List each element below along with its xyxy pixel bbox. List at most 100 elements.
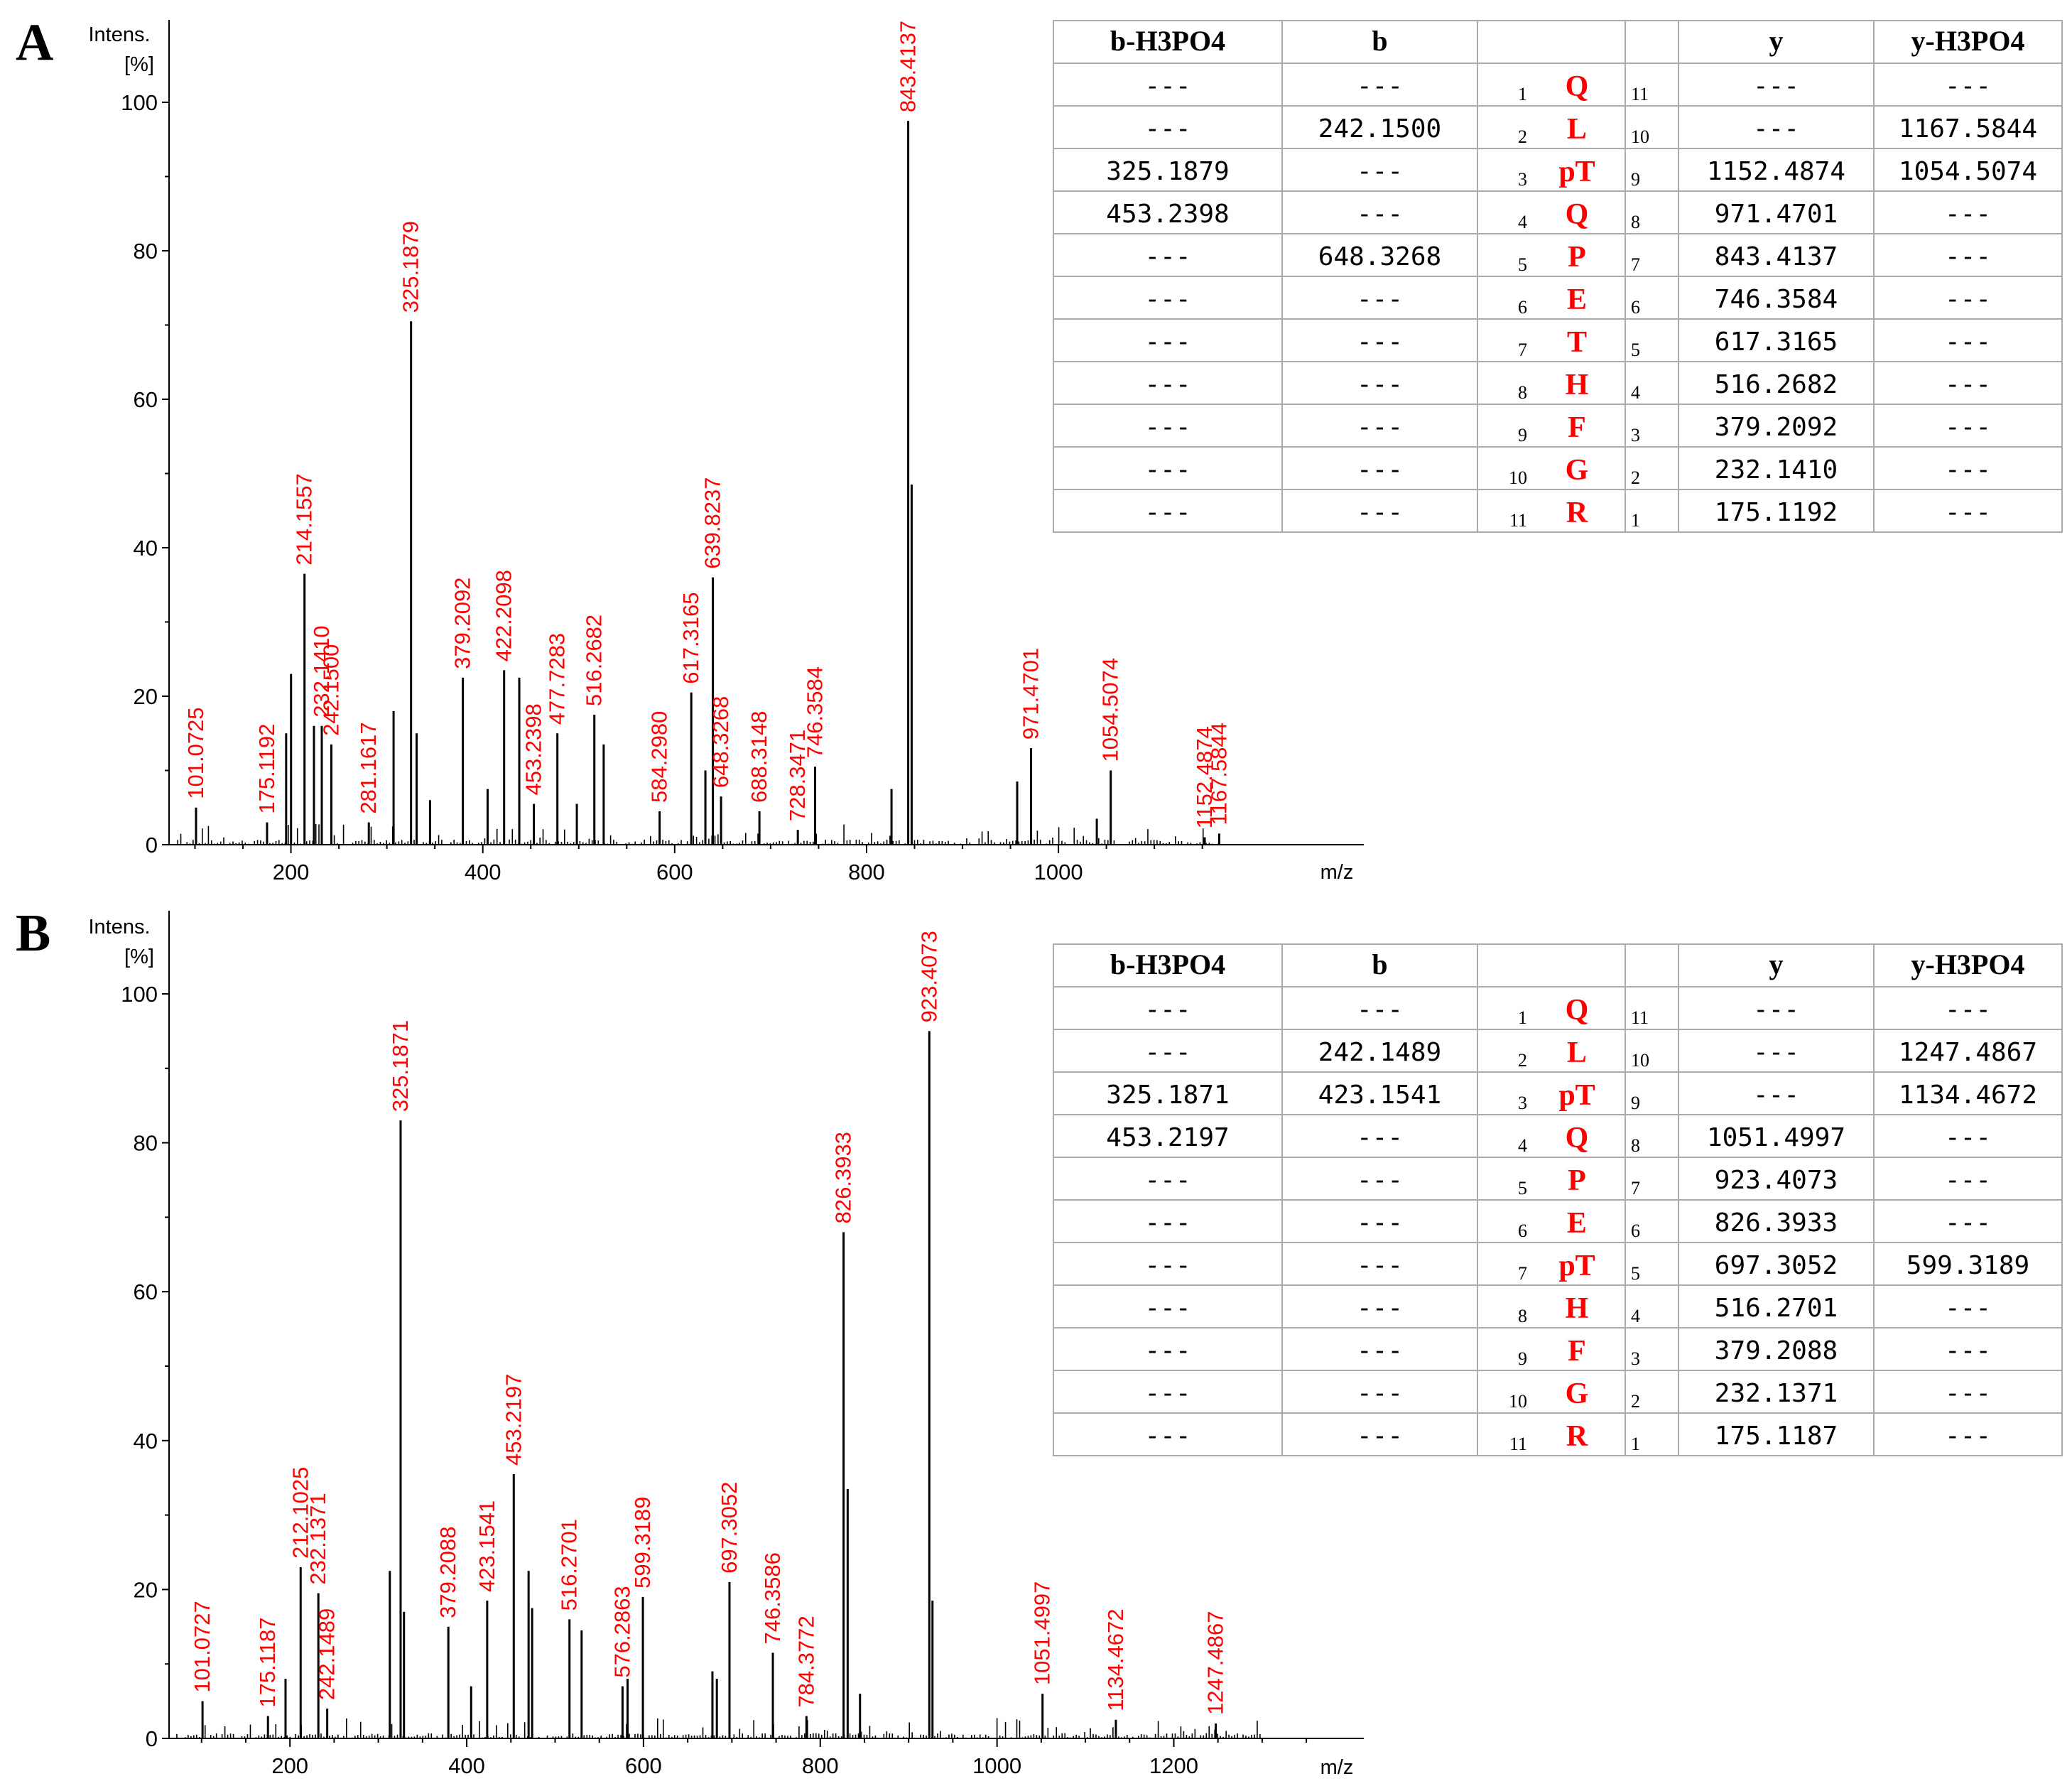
residue-index-b: 7 xyxy=(1518,1263,1527,1284)
peak-label: 214.1557 xyxy=(292,473,317,565)
peak-label: 325.1879 xyxy=(398,221,423,313)
residue-index-y: 8 xyxy=(1631,212,1640,232)
table-cell-y-h3po4: --- xyxy=(1945,1208,1991,1238)
peak-label: 599.3189 xyxy=(630,1497,655,1589)
table-cell-b: --- xyxy=(1357,455,1403,485)
table-cell-y-h3po4: 1134.4672 xyxy=(1899,1081,2037,1110)
residue-index-y: 2 xyxy=(1631,467,1640,488)
table-cell-b: 242.1489 xyxy=(1318,1038,1441,1067)
table-cell-b: --- xyxy=(1357,72,1403,101)
table-cell-y: 617.3165 xyxy=(1715,328,1838,357)
table-cell-b-h3po4: --- xyxy=(1144,995,1190,1024)
residue: Q xyxy=(1566,1122,1589,1154)
peak-label: 242.1489 xyxy=(315,1608,340,1700)
peak-label: 617.3165 xyxy=(678,592,703,683)
residue: E xyxy=(1567,283,1587,316)
table-cell-y-h3po4: --- xyxy=(1945,328,1991,357)
residue-index-b: 6 xyxy=(1518,297,1527,318)
peak-label: 1134.4672 xyxy=(1103,1609,1128,1711)
peak-label: 688.3148 xyxy=(747,711,771,803)
peak-label: 379.2092 xyxy=(450,578,475,669)
table-cell-y-h3po4: --- xyxy=(1945,455,1991,485)
table-cell-y-h3po4: --- xyxy=(1945,1294,1991,1323)
y-tick-label: 20 xyxy=(134,684,158,709)
peak-label: 697.3052 xyxy=(717,1482,742,1574)
table-cell-b: --- xyxy=(1357,285,1403,314)
x-tick-label: 800 xyxy=(802,1753,839,1778)
residue-index-b: 6 xyxy=(1518,1221,1527,1241)
residue: H xyxy=(1566,1292,1589,1325)
peak-label: 728.3471 xyxy=(785,730,810,821)
table-cell-y-h3po4: --- xyxy=(1945,1379,1991,1408)
peak-label: 281.1617 xyxy=(356,722,381,813)
peak-label: 423.1541 xyxy=(474,1500,499,1592)
residue: G xyxy=(1566,1378,1589,1410)
peak-label: 101.0727 xyxy=(190,1601,215,1692)
residue-index-y: 5 xyxy=(1631,340,1640,360)
residue: H xyxy=(1566,369,1589,401)
table-cell-b: --- xyxy=(1357,1123,1403,1152)
table-cell-y-h3po4: --- xyxy=(1945,1123,1991,1152)
table-cell-b: --- xyxy=(1357,200,1403,229)
peak-label: 746.3584 xyxy=(803,666,828,758)
residue-index-b: 8 xyxy=(1518,382,1527,403)
residue-index-y: 1 xyxy=(1631,1434,1640,1454)
residue-index-b: 1 xyxy=(1518,84,1527,104)
table-cell-b-h3po4: 325.1879 xyxy=(1106,157,1229,186)
y-tick-label: 40 xyxy=(134,536,158,561)
residue: G xyxy=(1566,454,1589,487)
y-tick-label: 100 xyxy=(121,90,158,115)
peak-label: 1054.5074 xyxy=(1098,658,1123,762)
table-cell-b-h3po4: 453.2197 xyxy=(1106,1123,1229,1152)
x-axis-label: m/z xyxy=(1320,861,1354,884)
residue-index-b: 8 xyxy=(1518,1306,1527,1326)
peak-label: 576.2863 xyxy=(609,1586,634,1677)
table-cell-y-h3po4: 599.3189 xyxy=(1906,1251,2029,1280)
peak-label: 843.4137 xyxy=(896,21,921,112)
residue-index-y: 4 xyxy=(1631,382,1640,403)
residue-index-y: 6 xyxy=(1631,1221,1640,1241)
table-cell-y-h3po4: --- xyxy=(1945,72,1991,101)
table-cell-b: --- xyxy=(1357,1294,1403,1323)
peak-label: 232.1410 xyxy=(309,625,334,717)
table-cell-b-h3po4: --- xyxy=(1144,285,1190,314)
fragment-table: b-H3PO4 b y y-H3PO4 --- --- --- --- 1 Q 11 --- 242.1… xyxy=(1053,943,2063,1456)
table-header: b xyxy=(1372,25,1387,57)
table-cell-b: 423.1541 xyxy=(1318,1081,1441,1110)
x-tick-label: 200 xyxy=(273,860,310,884)
residue-index-y: 2 xyxy=(1631,1391,1640,1412)
y-tick-label: 0 xyxy=(146,833,158,857)
y-tick-label: 40 xyxy=(134,1429,158,1454)
table-cell-b: --- xyxy=(1357,1166,1403,1195)
table-header: y-H3PO4 xyxy=(1911,948,2025,980)
y-tick-label: 0 xyxy=(146,1726,158,1751)
peak-label: 1167.5844 xyxy=(1206,722,1231,825)
table-cell-b-h3po4: --- xyxy=(1144,498,1190,527)
peak-label: 826.3933 xyxy=(831,1132,856,1223)
y-tick-label: 60 xyxy=(134,1279,158,1304)
table-cell-y: 826.3933 xyxy=(1715,1208,1838,1238)
residue-index-b: 4 xyxy=(1518,1135,1527,1156)
y-tick-label: 100 xyxy=(121,982,158,1007)
table-cell-y-h3po4: --- xyxy=(1945,285,1991,314)
peak-label: 1051.4997 xyxy=(1030,1581,1055,1686)
residue: R xyxy=(1566,1420,1588,1453)
table-cell-y: --- xyxy=(1753,995,1799,1024)
x-axis-label: m/z xyxy=(1320,1756,1354,1779)
peak-label: 923.4073 xyxy=(916,931,941,1022)
table-header: y-H3PO4 xyxy=(1911,25,2025,57)
peak-label: 516.2682 xyxy=(582,615,607,706)
table-cell-y-h3po4: --- xyxy=(1945,995,1991,1024)
x-tick-label: 1000 xyxy=(972,1753,1021,1778)
table-cell-y-h3po4: --- xyxy=(1945,242,1991,271)
residue-index-b: 9 xyxy=(1518,1348,1527,1369)
residue-index-y: 9 xyxy=(1631,169,1640,190)
residue-index-b: 5 xyxy=(1518,254,1527,275)
x-tick-label: 400 xyxy=(465,860,501,884)
y-axis-label-line2: [%] xyxy=(124,946,154,968)
peak-label: 232.1371 xyxy=(305,1493,330,1584)
table-cell-b-h3po4: 325.1871 xyxy=(1106,1081,1229,1110)
table-cell-b: --- xyxy=(1357,1336,1403,1365)
residue-index-b: 11 xyxy=(1509,1434,1527,1454)
table-cell-y-h3po4: 1247.4867 xyxy=(1899,1038,2037,1067)
